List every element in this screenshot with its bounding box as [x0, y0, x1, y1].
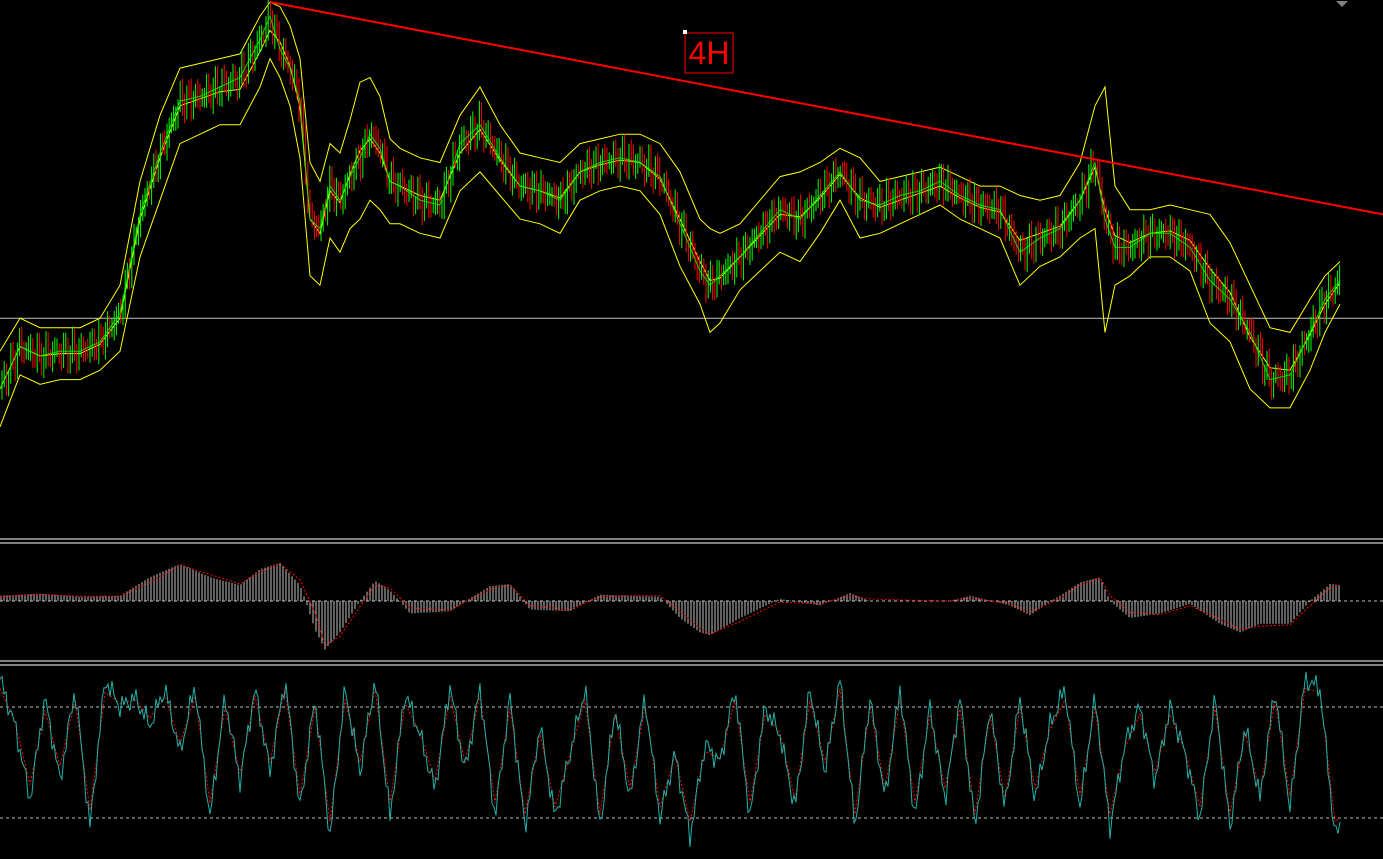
stochastic-main-line — [0, 671, 1341, 848]
price-panel — [0, 0, 1383, 427]
bollinger-lower-band — [0, 57, 1341, 427]
stochastic-panel — [0, 671, 1383, 848]
trendline[interactable] — [269, 1, 1383, 216]
stochastic-signal-line — [0, 687, 1341, 823]
price-series-line — [0, 14, 1341, 390]
timeframe-label-group[interactable]: 4H — [683, 30, 734, 74]
bollinger-upper-band — [0, 1, 1341, 352]
macd-signal-line — [0, 563, 1341, 647]
macd-panel — [0, 562, 1383, 650]
object-anchor-point[interactable] — [683, 30, 687, 34]
timeframe-label-box[interactable] — [684, 32, 734, 74]
chart-shift-marker-icon[interactable] — [1336, 1, 1348, 7]
timeframe-label[interactable]: 4H — [689, 35, 730, 71]
